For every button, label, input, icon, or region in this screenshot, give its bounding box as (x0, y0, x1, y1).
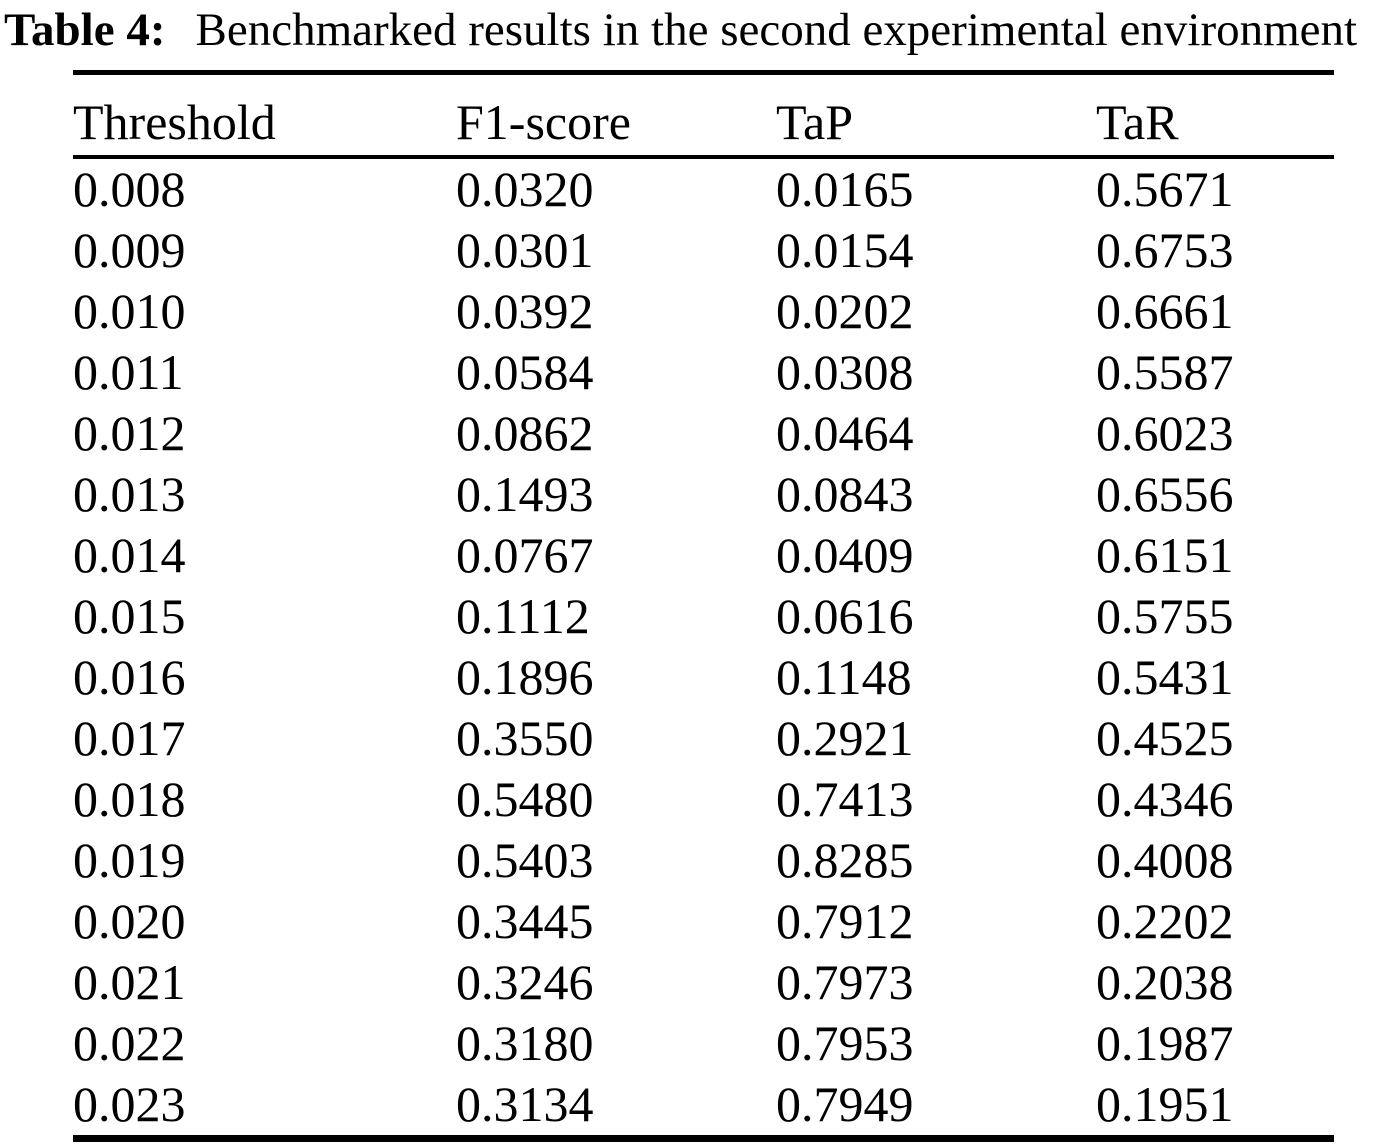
table-cell: 0.2921 (776, 710, 914, 766)
table-cell: 0.2202 (1096, 893, 1234, 949)
table-cell: 0.3180 (456, 1015, 594, 1071)
table-row: 0.016 0.1896 0.1148 0.5431 (73, 647, 1334, 708)
table-row: 0.011 0.0584 0.0308 0.5587 (73, 342, 1334, 403)
table-cell: 0.016 (73, 649, 186, 705)
table-cell: 0.017 (73, 710, 186, 766)
table-cell: 0.022 (73, 1015, 186, 1071)
table-row: 0.018 0.5480 0.7413 0.4346 (73, 769, 1334, 830)
table-cell: 0.8285 (776, 832, 914, 888)
table-cell: 0.0584 (456, 344, 594, 400)
table-cell: 0.023 (73, 1076, 186, 1132)
table-cell: 0.6023 (1096, 405, 1234, 461)
table-cell: 0.6556 (1096, 466, 1234, 522)
table-cell: 0.0464 (776, 405, 914, 461)
table-cell: 0.0616 (776, 588, 914, 644)
table-row: 0.013 0.1493 0.0843 0.6556 (73, 464, 1334, 525)
table-cell: 0.0409 (776, 527, 914, 583)
table-row: 0.009 0.0301 0.0154 0.6753 (73, 220, 1334, 281)
table-cell: 0.5755 (1096, 588, 1234, 644)
table-cell: 0.015 (73, 588, 186, 644)
table-cell: 0.014 (73, 527, 186, 583)
table-cell: 0.5587 (1096, 344, 1234, 400)
table-row: 0.017 0.3550 0.2921 0.4525 (73, 708, 1334, 769)
table-cell: 0.6151 (1096, 527, 1234, 583)
table-cell: 0.1148 (776, 649, 912, 705)
table-cell: 0.011 (73, 344, 184, 400)
table-row: 0.023 0.3134 0.7949 0.1951 (73, 1074, 1334, 1139)
table-cell: 0.0154 (776, 222, 914, 278)
table-cell: 0.5403 (456, 832, 594, 888)
column-header-threshold: Threshold (73, 72, 456, 159)
table-cell: 0.7912 (776, 893, 914, 949)
table-cell: 0.013 (73, 466, 186, 522)
table-cell: 0.020 (73, 893, 186, 949)
table-cell: 0.5671 (1096, 161, 1234, 217)
table-cell: 0.008 (73, 161, 186, 217)
table-cell: 0.0862 (456, 405, 594, 461)
table-cell: 0.0843 (776, 466, 914, 522)
table-cell: 0.0392 (456, 283, 594, 339)
table-body: 0.008 0.0320 0.0165 0.5671 0.009 0.0301 0.0154… (73, 157, 1334, 1139)
table-cell: 0.0320 (456, 161, 594, 217)
table-row: 0.021 0.3246 0.7973 0.2038 (73, 952, 1334, 1013)
header-row: Threshold F1-score TaP TaR (73, 72, 1334, 159)
caption-text: Benchmarked results in the second experi… (195, 4, 1358, 56)
table-row: 0.015 0.1112 0.0616 0.5755 (73, 586, 1334, 647)
table-row: 0.020 0.3445 0.7912 0.2202 (73, 891, 1334, 952)
table-cell: 0.1951 (1096, 1076, 1234, 1132)
table-cell: 0.7973 (776, 954, 914, 1010)
table-cell: 0.6753 (1096, 222, 1234, 278)
table-row: 0.022 0.3180 0.7953 0.1987 (73, 1013, 1334, 1074)
column-header-f1-score: F1-score (456, 72, 776, 159)
table-cell: 0.0165 (776, 161, 914, 217)
results-table: Threshold F1-score TaP TaR 0.008 0.0320 0.… (73, 70, 1334, 1142)
table-row: 0.008 0.0320 0.0165 0.5671 (73, 157, 1334, 220)
table-cell: 0.5480 (456, 771, 594, 827)
table-cell: 0.0202 (776, 283, 914, 339)
table-cell: 0.1112 (456, 588, 590, 644)
table-cell: 0.3445 (456, 893, 594, 949)
table-cell: 0.018 (73, 771, 186, 827)
table-cell: 0.0767 (456, 527, 594, 583)
column-header-tap: TaP (776, 72, 1096, 159)
table-cell: 0.6661 (1096, 283, 1234, 339)
table-cell: 0.4008 (1096, 832, 1234, 888)
caption-label: Table 4: (4, 4, 166, 56)
table-cell: 0.2038 (1096, 954, 1234, 1010)
table-cell: 0.1987 (1096, 1015, 1234, 1071)
table-cell: 0.009 (73, 222, 186, 278)
table-cell: 0.010 (73, 283, 186, 339)
table-cell: 0.3246 (456, 954, 594, 1010)
table-caption: Table 4: Benchmarked results in the secon… (4, 2, 1357, 58)
table-row: 0.014 0.0767 0.0409 0.6151 (73, 525, 1334, 586)
table-cell: 0.019 (73, 832, 186, 888)
table-cell: 0.1896 (456, 649, 594, 705)
table-cell: 0.7413 (776, 771, 914, 827)
table-cell: 0.5431 (1096, 649, 1234, 705)
table-cell: 0.3550 (456, 710, 594, 766)
table-cell: 0.012 (73, 405, 186, 461)
table-row: 0.010 0.0392 0.0202 0.6661 (73, 281, 1334, 342)
table-cell: 0.1493 (456, 466, 594, 522)
table-cell: 0.0301 (456, 222, 594, 278)
table-row: 0.019 0.5403 0.8285 0.4008 (73, 830, 1334, 891)
table-cell: 0.4525 (1096, 710, 1234, 766)
table-cell: 0.0308 (776, 344, 914, 400)
column-header-tar: TaR (1096, 72, 1334, 159)
table-header: Threshold F1-score TaP TaR (73, 72, 1334, 159)
table-cell: 0.021 (73, 954, 186, 1010)
table-cell: 0.3134 (456, 1076, 594, 1132)
table-cell: 0.7949 (776, 1076, 914, 1132)
table-row: 0.012 0.0862 0.0464 0.6023 (73, 403, 1334, 464)
table-cell: 0.4346 (1096, 771, 1234, 827)
table-cell: 0.7953 (776, 1015, 914, 1071)
